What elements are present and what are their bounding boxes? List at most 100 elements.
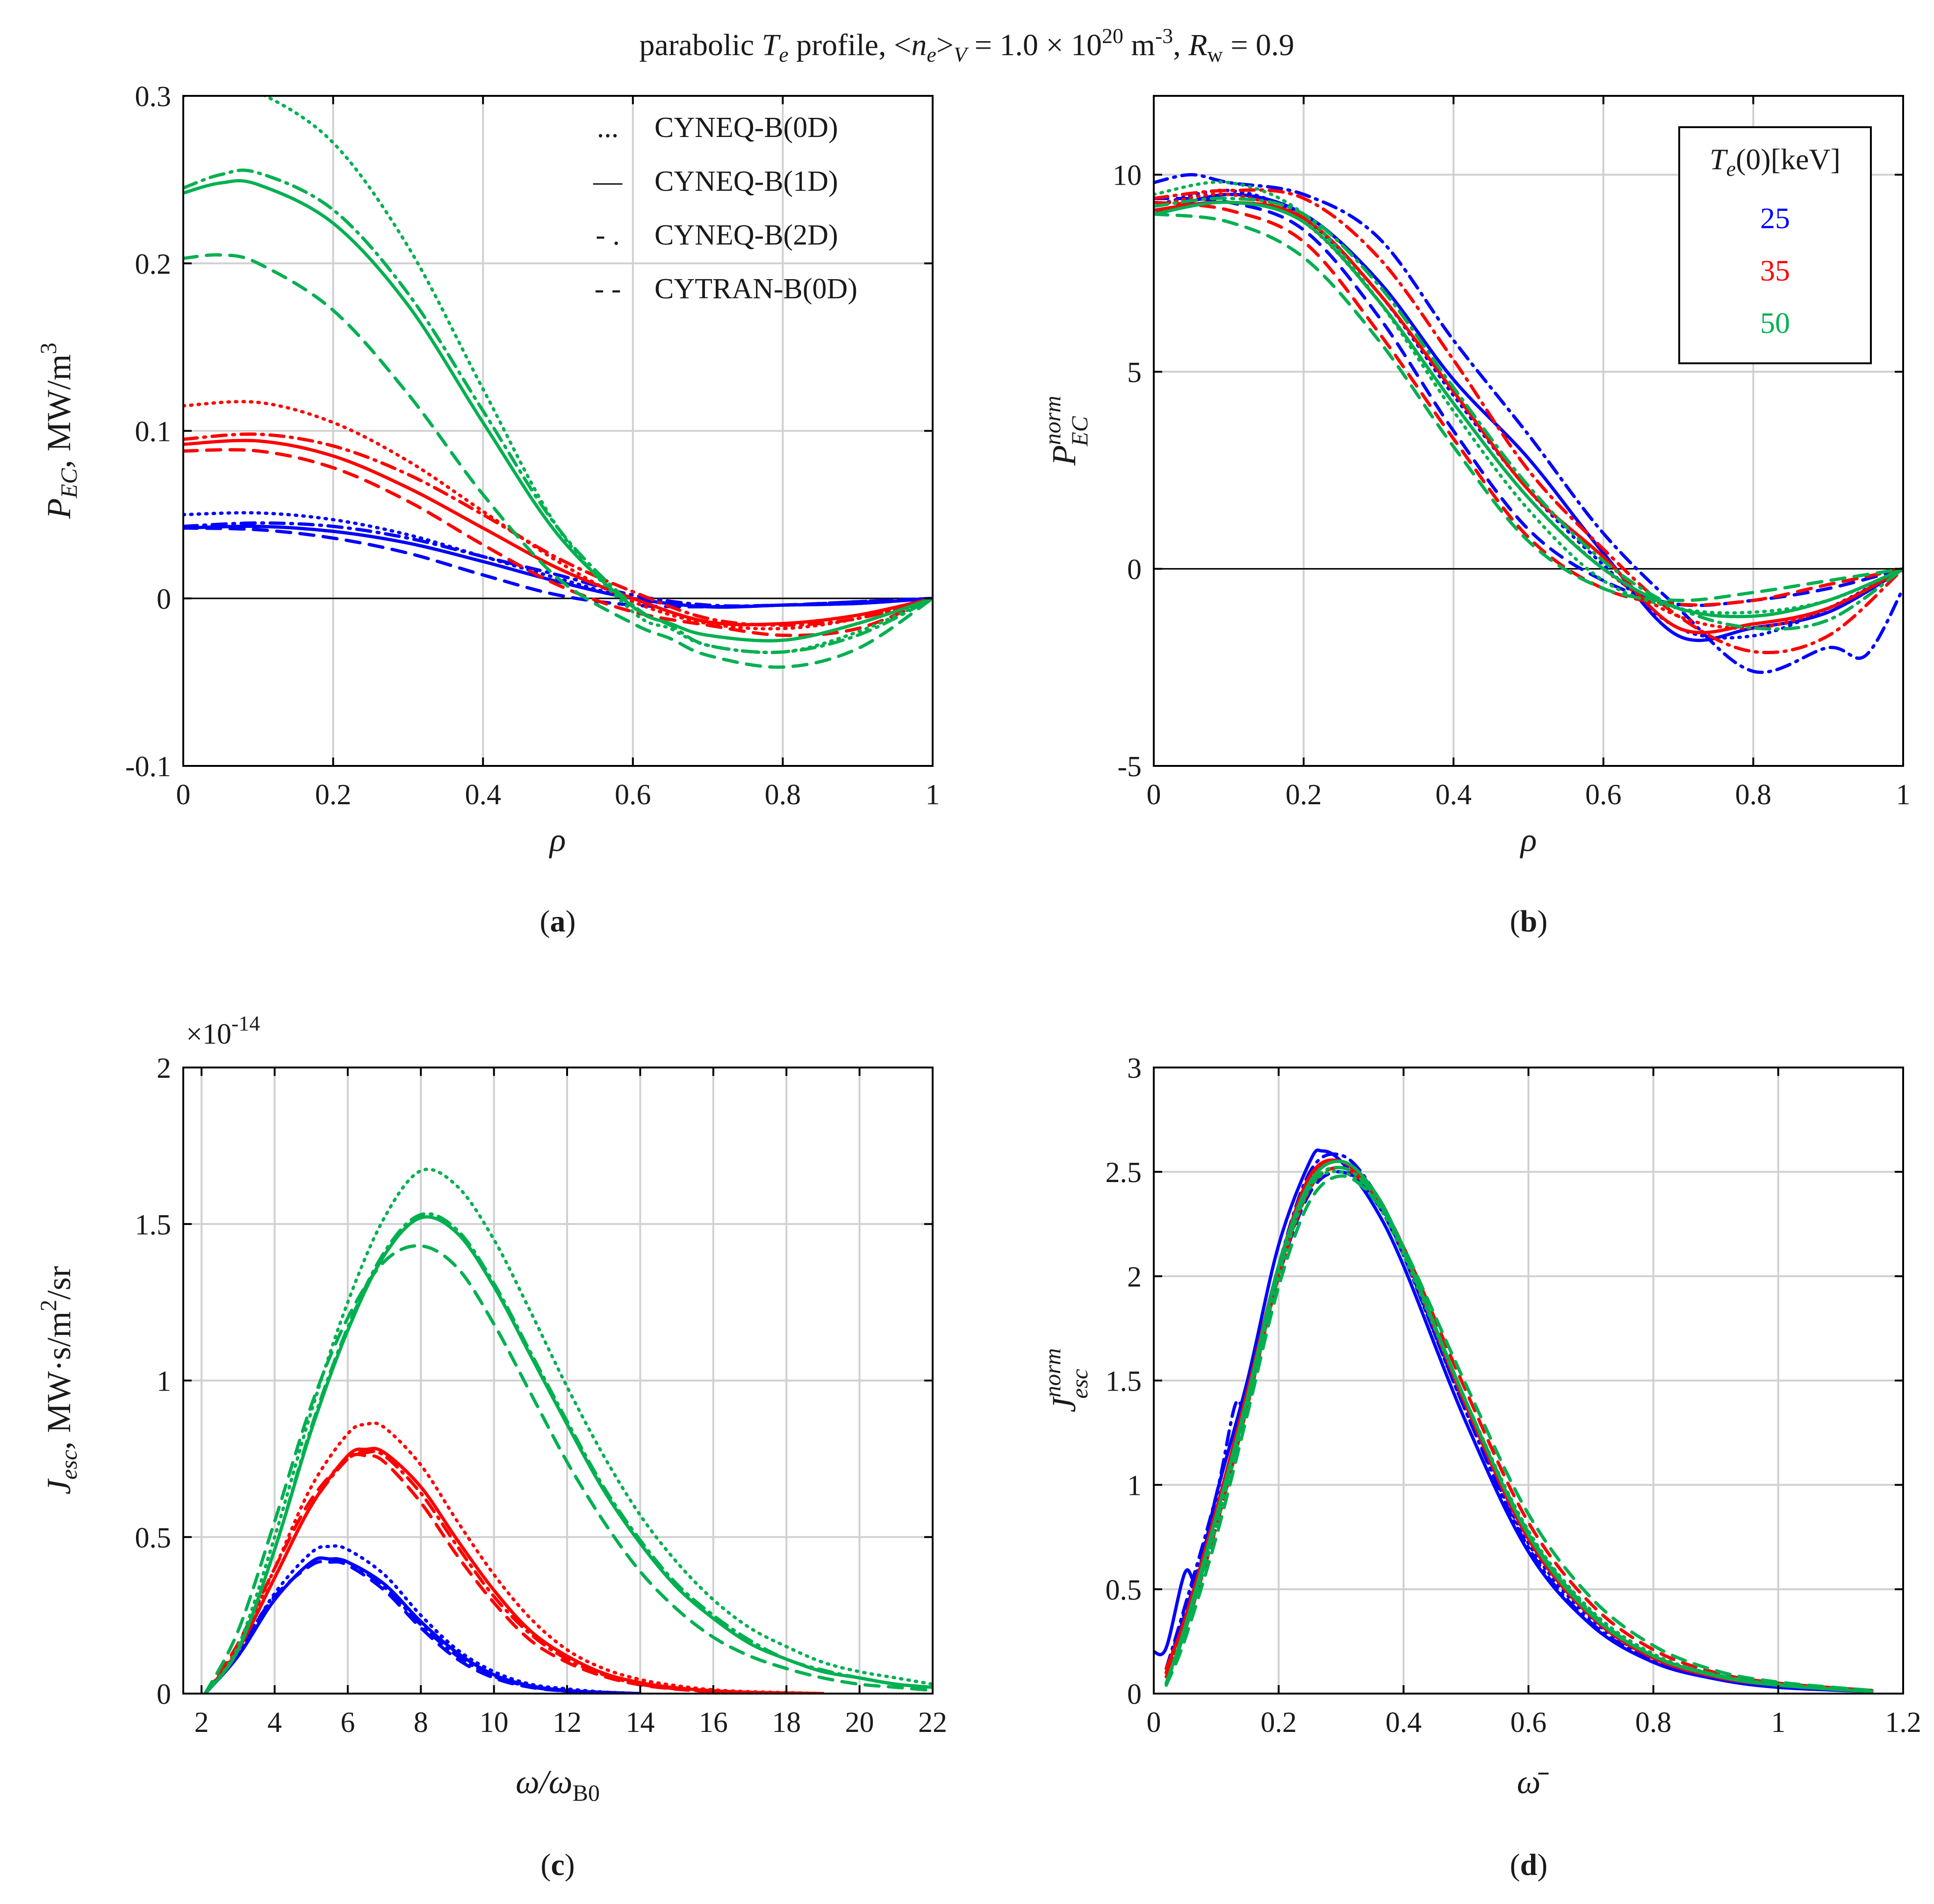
ticks-d: 0 0.2 0.4 0.6 0.8 1 1.2 0 0.5 1 1.5 2 2.5 3	[1106, 1053, 1921, 1738]
x-tick-label: 1	[1896, 779, 1911, 811]
series-line-50-kev-cyneq-b-1d-	[203, 1215, 933, 1694]
ticks-a: 0 0.2 0.4 0.6 0.8 1-0.100.10.20.3	[125, 81, 940, 811]
series-line-35-kev-cyneq-b-1d-	[183, 439, 933, 627]
title-profile: profile, <	[789, 28, 912, 62]
y-tick-label: 1.5	[135, 1209, 172, 1241]
series-line-50-kev-cyneq-b-2d-	[183, 168, 933, 654]
y-tick-label: 1	[157, 1366, 171, 1398]
series-line-50-kev-cyneq-b-2d-	[1154, 196, 1903, 631]
x-tick-label: 1.2	[1885, 1707, 1921, 1738]
title-unit: m	[1123, 28, 1155, 62]
y-tick-label: 0	[157, 1679, 171, 1710]
grid-c	[183, 1067, 933, 1694]
series-d	[1154, 1148, 1874, 1693]
x-tick-label: 0.6	[1585, 779, 1622, 811]
y-tick-label: 10	[1113, 160, 1142, 192]
x-axis-label-a: ρ	[549, 821, 566, 858]
title-eq: = 1.0 × 10	[967, 28, 1102, 62]
x-tick-label: 0.4	[465, 779, 501, 811]
title-rw-sub: w	[1208, 43, 1223, 66]
series-line-25-kev-cyneq-b-0d-	[1165, 1159, 1874, 1693]
y-tick-label: 2	[157, 1053, 171, 1084]
legend-marker-3: - -	[595, 273, 621, 305]
x-tick-label: 20	[845, 1707, 874, 1738]
series-line-35-kev-cytran-b-0d-	[1165, 1166, 1874, 1692]
y-tick-label: 3	[1127, 1053, 1142, 1084]
x-tick-label: 22	[918, 1707, 947, 1738]
x-tick-label: 0	[1147, 1707, 1161, 1738]
series-line-25-kev-cytran-b-0d-	[203, 1560, 642, 1694]
series-line-35-kev-cyneq-b-2d-	[1154, 188, 1903, 655]
y-tick-label: 1	[1127, 1470, 1142, 1502]
series-line-50-kev-cytran-b-0d-	[203, 1244, 933, 1694]
title-exp-m3: -3	[1155, 24, 1173, 48]
series-line-35-kev-cyneq-b-1d-	[203, 1447, 825, 1694]
series-line-50-kev-cyneq-b-0d-	[203, 1168, 933, 1694]
x-tick-label: 8	[414, 1707, 428, 1738]
series-line-25-kev-cyneq-b-2d-	[203, 1556, 642, 1694]
ticks-c: 2 4 6 8 10 12 14 16 18 20 22 0 0.5 1 1.5 2	[135, 1053, 948, 1738]
legend-label-0: CYNEQ-B(0D)	[654, 112, 838, 144]
x-tick-label: 0.6	[1510, 1707, 1547, 1738]
series-line-25-kev-cyneq-b-2d-	[1154, 173, 1903, 674]
legend-temp-50: 50	[1760, 306, 1790, 339]
series-line-35-kev-cytran-b-0d-	[183, 448, 933, 637]
y-tick-label: 2.5	[1106, 1157, 1142, 1189]
x-tick-label: 0	[1147, 779, 1161, 811]
series-c	[203, 1168, 933, 1694]
legend-label-3: CYTRAN-B(0D)	[654, 273, 857, 305]
y-tick-label: 0	[1127, 1679, 1142, 1710]
series-line-50-kev-cyneq-b-1d-	[1154, 200, 1903, 619]
x-tick-label: 0.2	[1286, 779, 1322, 811]
x-tick-label: 0	[176, 779, 191, 811]
y-tick-label: -5	[1117, 751, 1142, 783]
y-tick-label: 0.5	[1106, 1574, 1142, 1606]
legend-marker-0: ...	[597, 112, 619, 144]
series-line-50-kev-cyneq-b-1d-	[183, 179, 933, 642]
title-rw: R	[1188, 28, 1207, 62]
x-tick-label: 0.4	[1386, 1707, 1422, 1738]
y-axis-label-c: Jesc, MW·s/m2/sr	[35, 1266, 82, 1495]
y-tick-label: 0.2	[135, 248, 172, 280]
series-line-35-kev-cyneq-b-2d-	[1165, 1159, 1874, 1693]
panel-label-b: (b)	[1510, 904, 1548, 938]
series-line-35-kev-cytran-b-0d-	[203, 1452, 825, 1694]
panel-label-c: (c)	[540, 1848, 575, 1882]
panel-label-a: (a)	[540, 904, 576, 938]
title-ne-close: >	[936, 28, 954, 62]
series-line-25-kev-cyneq-b-1d-	[1154, 1148, 1874, 1693]
series-line-35-kev-cyneq-b-2d-	[183, 432, 933, 627]
x-tick-label: 0.2	[1260, 1707, 1297, 1738]
series-line-50-kev-cyneq-b-1d-	[1165, 1160, 1874, 1693]
series-line-25-kev-cyneq-b-0d-	[203, 1544, 642, 1694]
y-tick-label: -0.1	[125, 751, 171, 783]
y-axis-label-b: PnormEC	[1039, 396, 1093, 466]
x-tick-label: 0.4	[1435, 779, 1472, 811]
y-axis-label-d: Jnormesc	[1039, 1348, 1093, 1413]
legend-marker-2: - .	[596, 219, 620, 251]
panel-c: 2 4 6 8 10 12 14 16 18 20 22 0 0.5 1 1.5 2 ×10-14 ω/ωB0…	[35, 1011, 947, 1882]
y-multiplier-c: ×10-14	[186, 1011, 260, 1050]
x-tick-label: 12	[553, 1707, 582, 1738]
legend-methods: ... CYNEQ-B(0D) — CYNEQ-B(1D) - . CYNEQ-…	[593, 112, 857, 305]
title-te: T	[762, 28, 781, 62]
x-tick-label: 14	[625, 1707, 654, 1738]
x-tick-label: 1	[1771, 1707, 1785, 1738]
x-tick-label: 0.8	[1635, 1707, 1672, 1738]
legend-label-2: CYNEQ-B(2D)	[654, 219, 838, 251]
figure-title: parabolic Te profile, <ne>V = 1.0 × 1020…	[639, 24, 1294, 66]
grid-a	[183, 96, 933, 766]
y-tick-label: 0.3	[135, 81, 172, 113]
title-prefix: parabolic	[639, 28, 762, 62]
x-axis-label-c: ω/ωB0	[516, 1763, 600, 1806]
y-tick-label: 0.1	[135, 416, 172, 448]
title-exp20: 20	[1102, 24, 1123, 48]
x-tick-label: 0.6	[615, 779, 651, 811]
y-tick-label: 0	[1127, 554, 1142, 586]
series-line-50-kev-cyneq-b-0d-	[1165, 1169, 1874, 1693]
series-line-25-kev-cytran-b-0d-	[1165, 1170, 1874, 1693]
panel-a: 0 0.2 0.4 0.6 0.8 1-0.100.10.20.3 ρ PEC, MW/m…	[35, 81, 940, 938]
